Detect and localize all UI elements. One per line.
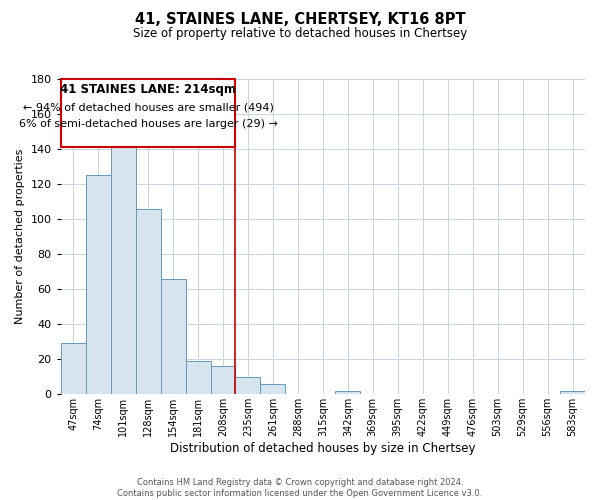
Text: 41, STAINES LANE, CHERTSEY, KT16 8PT: 41, STAINES LANE, CHERTSEY, KT16 8PT [134,12,466,28]
Text: Size of property relative to detached houses in Chertsey: Size of property relative to detached ho… [133,28,467,40]
Text: 6% of semi-detached houses are larger (29) →: 6% of semi-detached houses are larger (2… [19,119,278,129]
Bar [211,366,235,394]
Text: 41 STAINES LANE: 214sqm: 41 STAINES LANE: 214sqm [60,83,236,96]
Bar [161,278,185,394]
Bar [235,377,260,394]
Text: Contains HM Land Registry data © Crown copyright and database right 2024.
Contai: Contains HM Land Registry data © Crown c… [118,478,482,498]
Bar [335,391,361,394]
Bar [185,361,211,394]
Bar [560,391,585,394]
Bar [86,176,110,394]
Bar [136,208,161,394]
Bar [260,384,286,394]
Bar [61,344,86,394]
X-axis label: Distribution of detached houses by size in Chertsey: Distribution of detached houses by size … [170,442,476,455]
Y-axis label: Number of detached properties: Number of detached properties [15,149,25,324]
Text: ← 94% of detached houses are smaller (494): ← 94% of detached houses are smaller (49… [23,102,274,112]
Bar [110,132,136,394]
